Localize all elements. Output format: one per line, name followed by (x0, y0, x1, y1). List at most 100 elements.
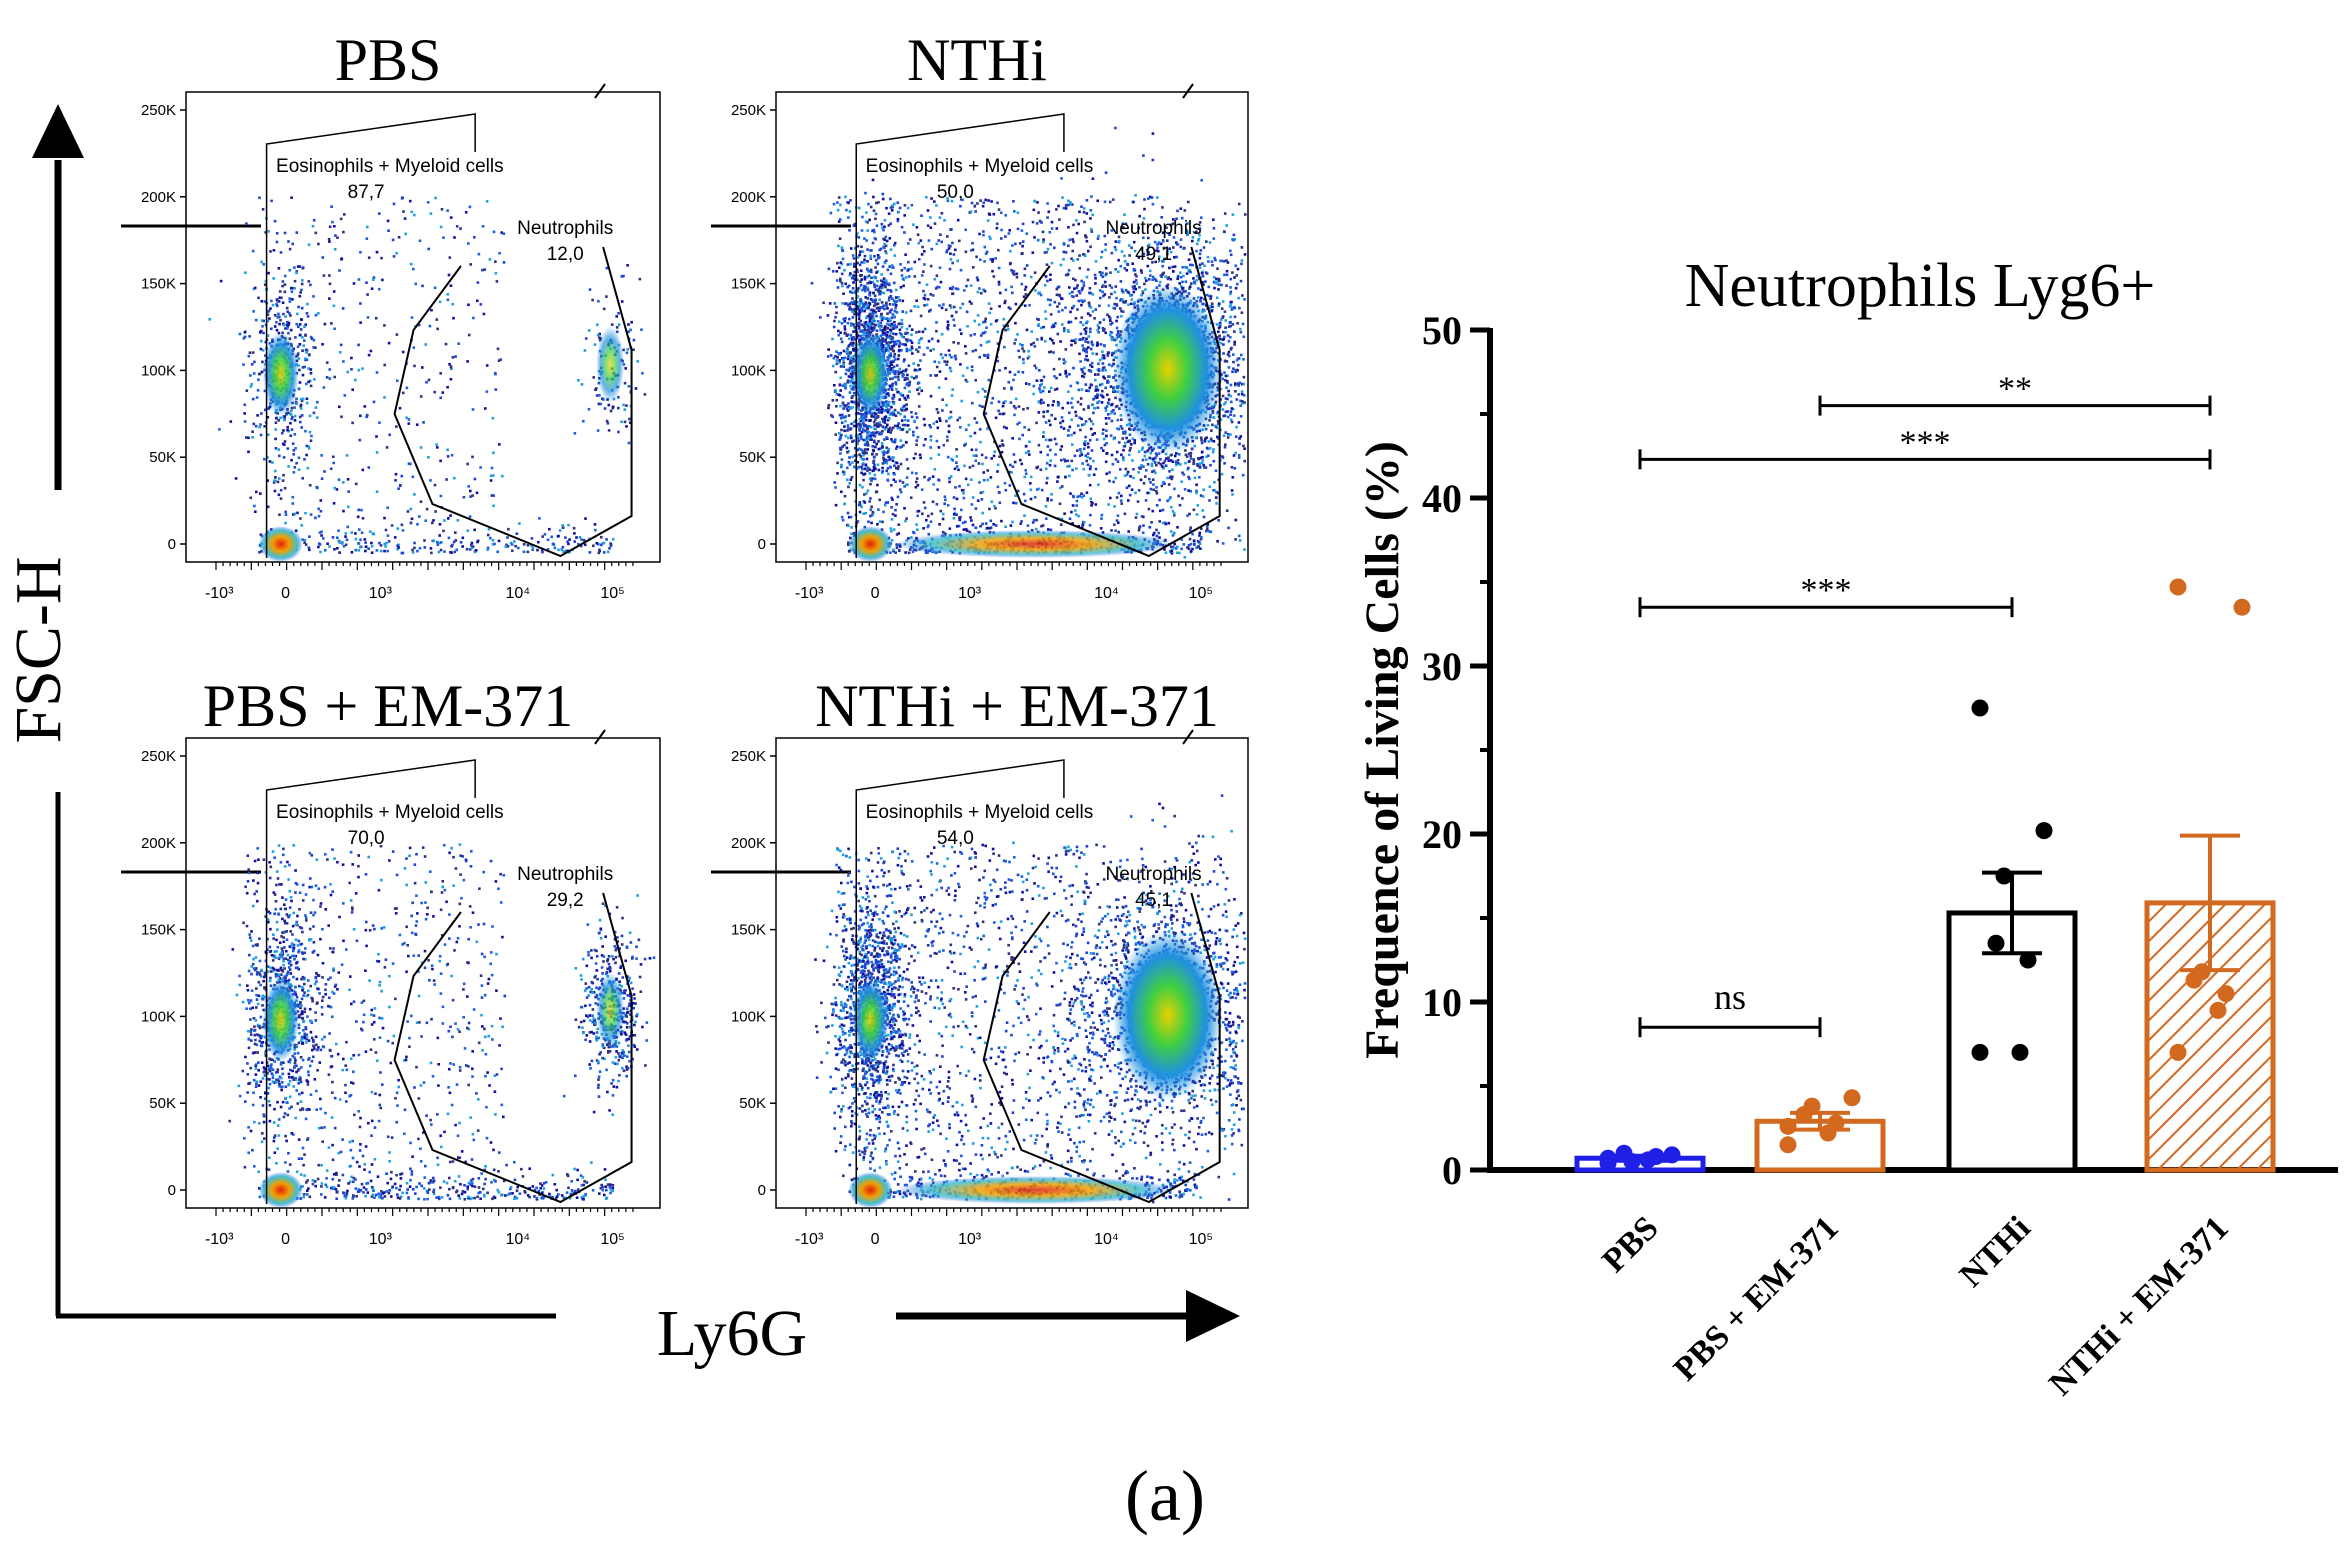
event-dot (300, 399, 304, 403)
event-dot (906, 382, 909, 385)
event-dot (303, 339, 306, 342)
event-dot (856, 406, 859, 409)
event-dot (834, 354, 837, 358)
event-dot (1227, 325, 1231, 328)
event-dot (333, 248, 337, 251)
event-dot (895, 447, 898, 450)
event-dot (844, 383, 848, 387)
event-dot (881, 520, 884, 524)
event-dot (1209, 295, 1213, 298)
event-dot (894, 306, 897, 310)
event-dot (923, 293, 927, 297)
event-dot (634, 387, 638, 390)
event-dot (892, 324, 896, 327)
event-dot (883, 325, 887, 328)
event-dot (868, 291, 872, 294)
event-dot (888, 365, 891, 368)
event-dot (885, 333, 889, 337)
event-dot (1191, 236, 1195, 239)
event-dot (1195, 278, 1199, 282)
event-dot (959, 363, 962, 366)
event-dot (307, 445, 310, 448)
event-dot (852, 349, 855, 352)
event-dot (971, 464, 975, 468)
event-dot (1060, 297, 1064, 301)
event-dot (1028, 453, 1031, 456)
event-dot (976, 202, 979, 205)
event-dot (290, 417, 293, 421)
event-dot (991, 258, 995, 261)
event-dot (841, 518, 845, 522)
event-dot (920, 274, 924, 277)
event-dot (1097, 326, 1101, 330)
event-dot (1009, 249, 1012, 253)
event-dot (860, 245, 863, 249)
event-dot (291, 416, 294, 419)
event-dot (366, 316, 370, 319)
event-dot (1001, 404, 1005, 408)
event-dot (988, 507, 991, 511)
event-dot (862, 305, 866, 308)
event-dot (1022, 408, 1025, 411)
event-dot (916, 350, 920, 353)
event-dot (920, 337, 923, 340)
event-dot (887, 447, 891, 451)
event-dot (1160, 216, 1163, 219)
event-dot (1080, 288, 1084, 292)
event-dot (454, 539, 458, 542)
event-dot (292, 449, 296, 452)
y-tick-label: 150K (141, 276, 176, 293)
event-dot (853, 338, 857, 341)
event-dot (595, 394, 599, 397)
event-dot (946, 455, 950, 459)
event-dot (974, 507, 978, 510)
event-dot (1134, 287, 1138, 291)
event-dot (1064, 348, 1068, 351)
event-dot (1016, 422, 1019, 426)
event-dot (383, 549, 386, 553)
event-dot (999, 291, 1002, 295)
event-dot (952, 253, 956, 256)
event-dot (877, 290, 880, 293)
event-dot (282, 456, 286, 459)
event-dot (271, 461, 274, 464)
event-dot (400, 523, 404, 527)
event-dot (605, 538, 608, 541)
event-dot (941, 512, 945, 516)
event-dot (1090, 504, 1093, 507)
event-dot (897, 378, 900, 382)
event-dot (895, 364, 899, 367)
event-dot (481, 225, 485, 228)
event-dot (856, 295, 859, 298)
density-hotspot-base (258, 526, 303, 562)
event-dot (1078, 416, 1081, 419)
event-dot (890, 209, 894, 212)
event-dot (456, 519, 460, 522)
event-dot (873, 326, 876, 329)
event-dot (411, 551, 415, 554)
event-dot (500, 231, 503, 234)
event-dot (891, 313, 895, 316)
event-dot (1012, 378, 1015, 382)
event-dot (894, 383, 898, 386)
event-dot (986, 469, 990, 472)
event-dot (956, 218, 960, 222)
event-dot (1049, 243, 1052, 246)
event-dot (895, 461, 899, 465)
x-tick-label: 10³ (369, 585, 393, 602)
event-dot (1217, 519, 1220, 522)
event-dot (885, 436, 888, 439)
event-dot (1029, 275, 1033, 279)
event-dot (1042, 325, 1045, 329)
event-dot (1183, 556, 1187, 559)
event-dot (504, 545, 508, 548)
event-dot (309, 384, 313, 388)
event-dot (938, 417, 941, 420)
event-dot (1207, 260, 1210, 263)
event-dot (1115, 496, 1119, 499)
event-dot (867, 329, 870, 332)
event-dot (566, 540, 569, 543)
event-dot (363, 405, 367, 408)
event-dot (857, 408, 860, 411)
event-dot (1090, 340, 1094, 344)
